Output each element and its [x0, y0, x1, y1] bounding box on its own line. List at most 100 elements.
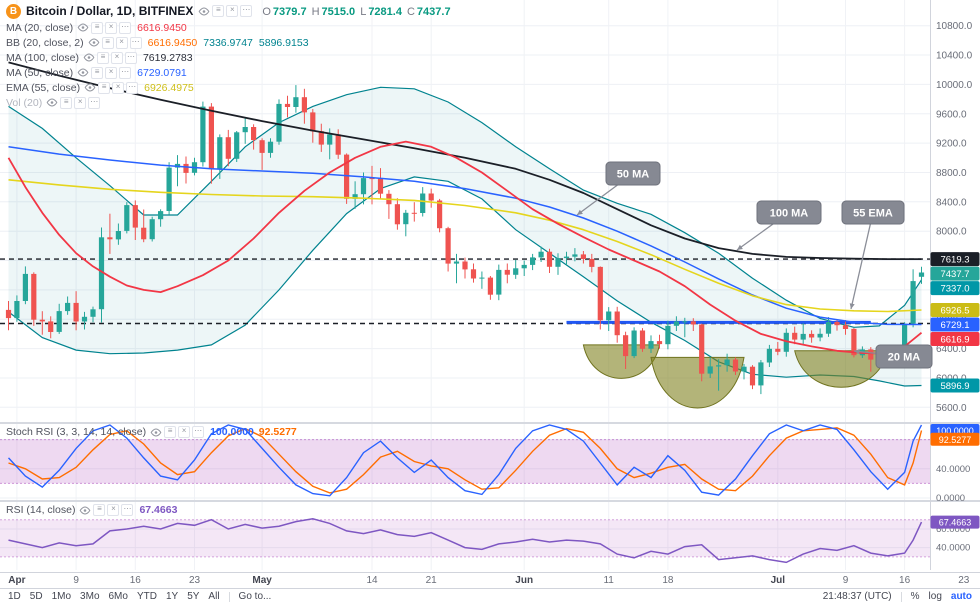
- ma20-line: [7, 140, 923, 355]
- indicator-controls[interactable]: ≡ × ⋯: [46, 96, 101, 109]
- settings-icon[interactable]: ≡: [91, 66, 104, 79]
- close-icon[interactable]: ×: [112, 81, 125, 94]
- stoch-rsi-controls[interactable]: ≡ × ⋯: [150, 426, 205, 438]
- indicator-value: 92.5277: [258, 426, 297, 438]
- clock[interactable]: 21:48:37 (UTC): [822, 591, 892, 602]
- more-icon[interactable]: ⋯: [121, 504, 134, 516]
- symbol-header-controls[interactable]: ≡ × ⋯: [198, 5, 253, 17]
- svg-text:6616.9: 6616.9: [940, 335, 969, 346]
- settings-icon[interactable]: ≡: [60, 96, 73, 109]
- callout-box: [756, 200, 822, 225]
- indicator-controls[interactable]: ≡ × ⋯: [83, 51, 137, 64]
- stoch-rsi-label[interactable]: Stoch RSI (3, 3, 14, 14, close): [6, 426, 147, 438]
- ohlc-value: 7281.4: [368, 6, 402, 18]
- svg-text:6400.0: 6400.0: [936, 344, 967, 355]
- settings-icon[interactable]: ≡: [212, 5, 225, 17]
- more-icon[interactable]: ⋯: [240, 5, 253, 17]
- indicator-label[interactable]: MA (20, close): [6, 21, 74, 34]
- close-icon[interactable]: ×: [115, 36, 128, 49]
- settings-icon[interactable]: ≡: [98, 81, 111, 94]
- symbol-title[interactable]: Bitcoin / Dollar, 1D, BITFINEX: [26, 4, 194, 18]
- svg-text:10400.0: 10400.0: [936, 51, 973, 62]
- time-tick: Jul: [770, 575, 786, 586]
- indicator-label[interactable]: Vol (20): [6, 96, 43, 109]
- more-icon[interactable]: ⋯: [126, 81, 139, 94]
- eye-icon[interactable]: [84, 83, 96, 92]
- time-axis[interactable]: Apr 9 16 23 May 14 21 Jun 11 18 Jul 9 16 23: [0, 572, 980, 589]
- indicator-controls[interactable]: ≡ × ⋯: [84, 81, 139, 94]
- bollinger-lower-line[interactable]: [8, 176, 922, 387]
- indicator-controls[interactable]: ≡ × ⋯: [77, 66, 132, 79]
- more-icon[interactable]: ⋯: [124, 51, 137, 64]
- auto-scale-button[interactable]: auto: [950, 591, 972, 602]
- toolbar-separator: [228, 591, 230, 602]
- rsi-line: [8, 518, 923, 564]
- close-icon[interactable]: ×: [110, 51, 123, 64]
- indicator-legend-row: Vol (20) ≡ × ⋯: [6, 95, 451, 110]
- price-tag: [930, 332, 980, 346]
- range-6mo-button[interactable]: 6Mo: [108, 591, 128, 602]
- chart-canvas-area[interactable]: 10800.0 10400.0 10000.0 9600.0 9200.0 8800.0 8…: [0, 0, 980, 572]
- chart-svg[interactable]: 10800.0 10400.0 10000.0 9600.0 9200.0 8800.0 8…: [0, 0, 980, 572]
- more-icon[interactable]: ⋯: [119, 66, 132, 79]
- range-1d-button[interactable]: 1D: [8, 591, 21, 602]
- legend-overlay: B Bitcoin / Dollar, 1D, BITFINEX ≡ × ⋯ O 73…: [6, 2, 451, 110]
- eye-icon[interactable]: [46, 98, 58, 107]
- settings-icon[interactable]: ≡: [101, 36, 114, 49]
- settings-icon[interactable]: ≡: [91, 21, 104, 34]
- goto-button[interactable]: Go to...: [238, 591, 272, 602]
- log-scale-button[interactable]: log: [928, 591, 942, 602]
- eye-icon[interactable]: [83, 53, 95, 62]
- indicator-label[interactable]: MA (50, close): [6, 66, 74, 79]
- eye-icon[interactable]: [150, 427, 162, 437]
- close-icon[interactable]: ×: [226, 5, 239, 17]
- indicator-tag: [930, 515, 980, 529]
- close-icon[interactable]: ×: [107, 504, 120, 516]
- settings-icon[interactable]: ≡: [164, 426, 177, 438]
- more-icon[interactable]: ⋯: [192, 426, 205, 438]
- eye-icon[interactable]: [88, 38, 100, 47]
- range-ytd-button[interactable]: YTD: [136, 591, 157, 602]
- moving-average-lines[interactable]: [7, 61, 923, 355]
- range-5y-button[interactable]: 5Y: [187, 591, 200, 602]
- toolbar-right: 21:48:37 (UTC) % log auto: [823, 591, 972, 602]
- eye-icon[interactable]: [77, 23, 89, 32]
- svg-text:8400.0: 8400.0: [936, 197, 967, 208]
- eye-icon[interactable]: [79, 505, 91, 515]
- callout-box: [605, 161, 661, 186]
- svg-text:92.5277: 92.5277: [939, 435, 972, 445]
- indicator-controls[interactable]: ≡ × ⋯: [88, 36, 142, 49]
- price-scale[interactable]: 10800.0 10400.0 10000.0 9600.0 9200.0 8800.0 8…: [930, 0, 980, 570]
- ma-callouts[interactable]: 50 MA 100 MA 55 EMA 20 MA: [576, 161, 933, 369]
- range-5d-button[interactable]: 5D: [29, 591, 43, 602]
- indicator-label[interactable]: MA (100, close): [6, 51, 79, 64]
- percent-scale-button[interactable]: %: [910, 591, 920, 602]
- more-icon[interactable]: ⋯: [119, 21, 132, 34]
- settings-icon[interactable]: ≡: [93, 504, 106, 516]
- range-all-button[interactable]: All: [208, 591, 220, 602]
- range-1y-button[interactable]: 1Y: [165, 591, 179, 602]
- close-icon[interactable]: ×: [105, 66, 118, 79]
- settings-icon[interactable]: ≡: [96, 51, 109, 64]
- svg-text:40.0000: 40.0000: [936, 464, 970, 475]
- indicator-controls[interactable]: ≡ × ⋯: [77, 21, 132, 34]
- eye-icon[interactable]: [77, 68, 89, 77]
- indicator-label[interactable]: EMA (55, close): [6, 81, 81, 94]
- close-icon[interactable]: ×: [105, 21, 118, 34]
- close-icon[interactable]: ×: [178, 426, 191, 438]
- arc-drawings[interactable]: [582, 344, 889, 409]
- more-icon[interactable]: ⋯: [88, 96, 101, 109]
- indicator-label[interactable]: BB (20, close, 2): [6, 36, 84, 49]
- svg-text:40.0000: 40.0000: [936, 543, 970, 554]
- svg-text:7337.0: 7337.0: [940, 284, 969, 295]
- close-icon[interactable]: ×: [74, 96, 87, 109]
- rsi-label[interactable]: RSI (14, close): [6, 504, 76, 516]
- eye-icon[interactable]: [198, 6, 210, 16]
- grid-lines: [0, 0, 930, 570]
- more-icon[interactable]: ⋯: [129, 36, 142, 49]
- svg-text:7437.7: 7437.7: [940, 269, 969, 280]
- range-1mo-button[interactable]: 1Mo: [51, 591, 72, 602]
- range-3mo-button[interactable]: 3Mo: [80, 591, 100, 602]
- rsi-controls[interactable]: ≡ × ⋯: [79, 504, 134, 516]
- indicator-value: 6616.9450: [137, 21, 187, 34]
